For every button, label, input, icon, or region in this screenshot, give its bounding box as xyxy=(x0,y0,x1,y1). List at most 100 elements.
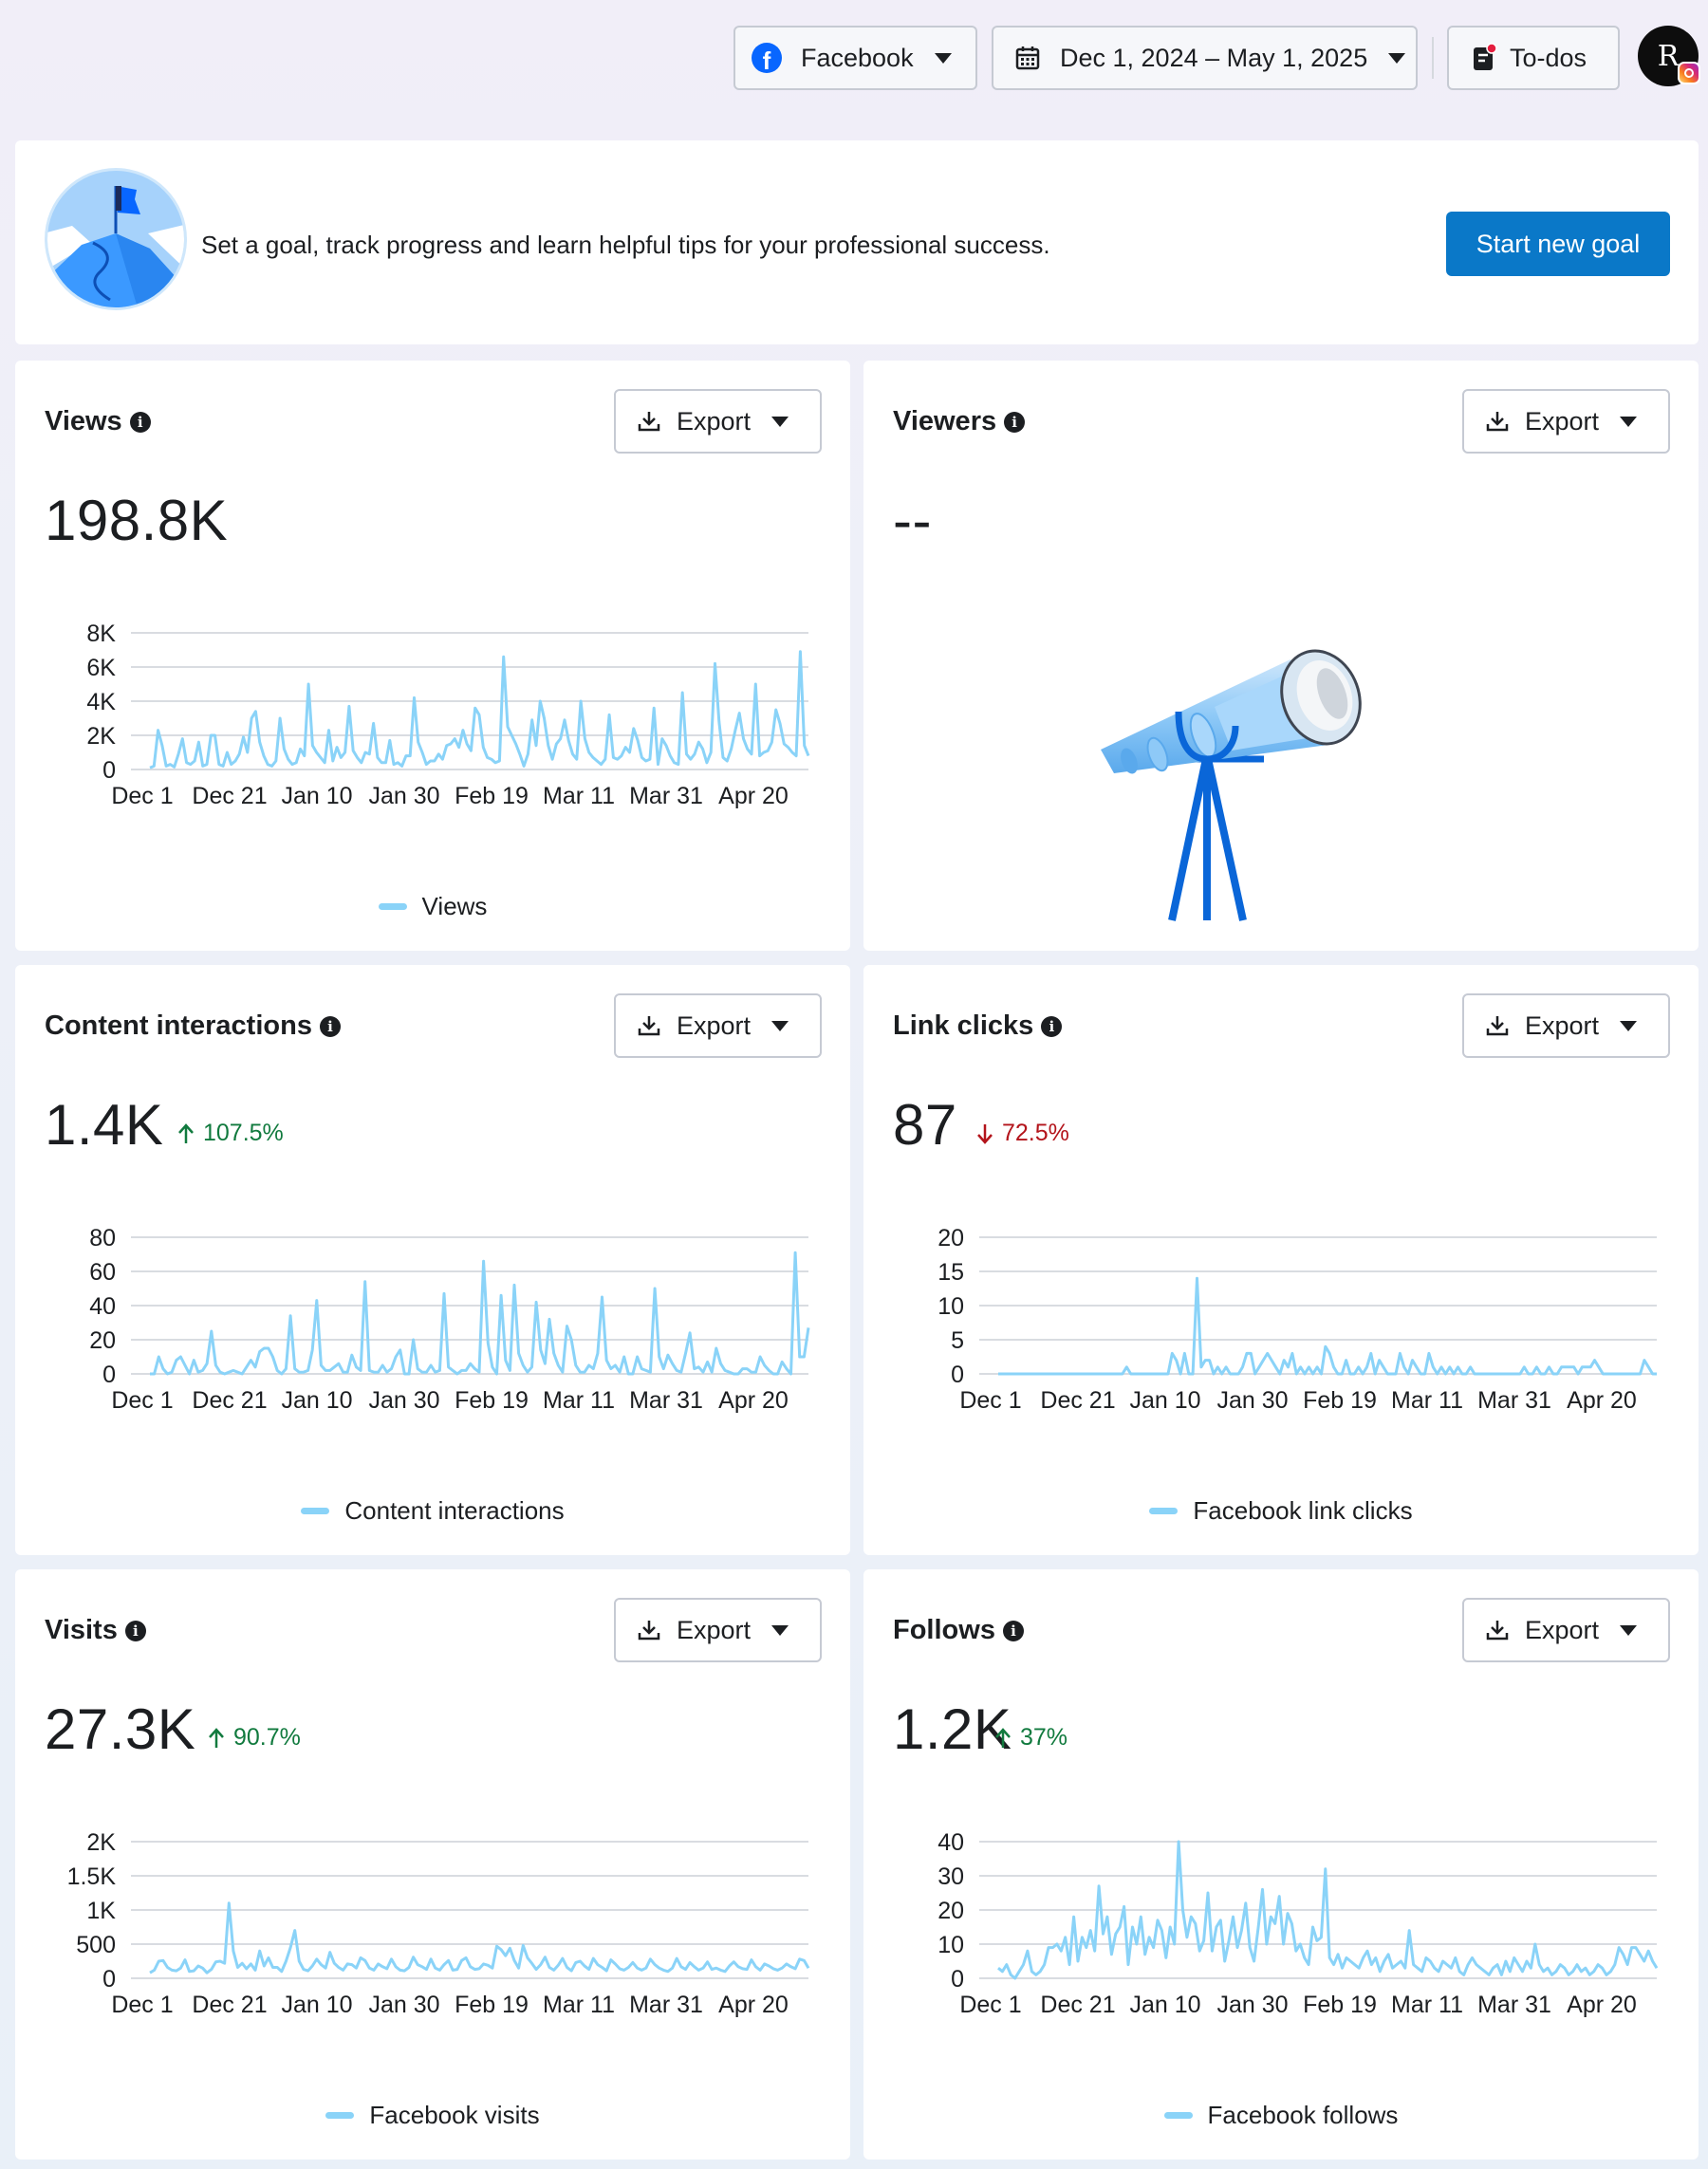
goal-description: Set a goal, track progress and learn hel… xyxy=(201,231,1050,259)
info-icon[interactable]: i xyxy=(1041,1015,1063,1037)
chart-legend: Content interactions xyxy=(15,1496,850,1526)
y-tick-label: 40 xyxy=(938,1829,964,1856)
download-icon xyxy=(638,1621,660,1641)
y-tick-label: 60 xyxy=(89,1259,116,1286)
x-tick-label: Dec 1 xyxy=(111,783,173,809)
x-tick-label: Mar 11 xyxy=(543,783,615,809)
x-tick-label: Apr 20 xyxy=(718,783,789,809)
series-line[interactable] xyxy=(998,1276,1657,1376)
info-icon[interactable]: i xyxy=(1004,411,1026,433)
export-button[interactable]: Export xyxy=(614,389,822,454)
y-tick-label: 10 xyxy=(938,1293,964,1320)
y-tick-label: 20 xyxy=(89,1327,116,1354)
todos-button[interactable]: To-dos xyxy=(1447,26,1620,90)
chart-legend: Facebook link clicks xyxy=(863,1496,1699,1526)
x-tick-label: Mar 11 xyxy=(1391,1387,1463,1414)
card-title-text: Viewers xyxy=(893,406,997,436)
chevron-down-icon xyxy=(1620,1020,1638,1031)
card-title-text: Follows xyxy=(893,1615,995,1645)
x-tick-label: Mar 31 xyxy=(629,1387,703,1414)
y-tick-label: 500 xyxy=(76,1932,116,1958)
series-line[interactable] xyxy=(150,1251,810,1376)
visits-title: Visits i xyxy=(45,1615,146,1646)
info-icon[interactable]: i xyxy=(124,1620,146,1641)
views-title: Views i xyxy=(45,406,151,437)
metric-value: 1.4K xyxy=(45,1093,164,1157)
x-tick-label: Dec 21 xyxy=(192,1992,267,2018)
export-label: Export xyxy=(1525,1010,1600,1040)
legend-swatch xyxy=(325,2112,355,2119)
series-line[interactable] xyxy=(997,1840,1659,1980)
follows-card: Follows i Export 1.2K 37% 0 10 20 30 40 Dec 1… xyxy=(863,1569,1699,2160)
x-tick-label: Feb 19 xyxy=(455,1387,529,1414)
x-tick-label: Apr 20 xyxy=(1567,1387,1637,1414)
y-tick-label: 0 xyxy=(102,1362,116,1388)
y-tick-label: 6K xyxy=(86,655,116,681)
x-tick-label: Mar 31 xyxy=(629,1992,703,2018)
x-tick-label: Mar 11 xyxy=(1391,1992,1463,2018)
goal-flag-mountain-illustration xyxy=(45,168,187,310)
export-button[interactable]: Export xyxy=(1462,993,1670,1058)
views-chart: 0 2K 4K 6K 8K Dec 1 Dec 21 Jan 10 Jan 30 Feb 19 Ma… xyxy=(86,621,810,809)
y-tick-label: 2K xyxy=(86,723,116,750)
date-range-dropdown[interactable]: Dec 1, 2024 – May 1, 2025 xyxy=(992,26,1418,90)
follows-title: Follows i xyxy=(893,1615,1024,1646)
visits-card: Visits i Export 27.3K 90.7% 0 500 1K 1.5K 2K… xyxy=(15,1569,850,2160)
facebook-icon: f xyxy=(752,43,782,73)
arrow-down-icon xyxy=(977,1123,993,1144)
y-tick-label: 0 xyxy=(951,1966,964,1993)
start-new-goal-button[interactable]: Start new goal xyxy=(1446,212,1670,276)
x-tick-label: Dec 1 xyxy=(111,1387,173,1414)
x-tick-label: Dec 21 xyxy=(192,783,267,809)
x-tick-label: Apr 20 xyxy=(718,1992,789,2018)
change-indicator: 90.7% xyxy=(207,1724,301,1752)
x-tick-label: Feb 19 xyxy=(1303,1992,1377,2018)
info-icon[interactable]: i xyxy=(319,1015,341,1037)
x-tick-label: Jan 10 xyxy=(281,783,352,809)
export-label: Export xyxy=(677,1010,752,1040)
series-line[interactable] xyxy=(149,650,810,769)
chevron-down-icon xyxy=(771,1020,789,1031)
x-tick-label: Dec 21 xyxy=(1040,1387,1115,1414)
export-button[interactable]: Export xyxy=(1462,389,1670,454)
avatar[interactable]: R xyxy=(1638,26,1700,86)
export-button[interactable]: Export xyxy=(614,993,822,1058)
info-icon[interactable]: i xyxy=(1002,1620,1024,1641)
card-title-text: Link clicks xyxy=(893,1010,1034,1041)
export-button[interactable]: Export xyxy=(1462,1598,1670,1662)
chevron-down-icon xyxy=(1388,52,1406,64)
arrow-up-icon xyxy=(995,1727,1011,1748)
metric-value: 1.2K xyxy=(893,1697,1012,1761)
legend-label: Facebook visits xyxy=(369,2101,540,2129)
y-tick-label: 30 xyxy=(938,1863,964,1890)
legend-swatch xyxy=(1149,1508,1179,1514)
y-tick-label: 20 xyxy=(938,1898,964,1924)
x-tick-label: Mar 31 xyxy=(1477,1387,1551,1414)
x-tick-label: Jan 10 xyxy=(281,1387,352,1414)
y-tick-label: 0 xyxy=(951,1362,964,1388)
platform-dropdown[interactable]: f Facebook xyxy=(733,26,977,90)
x-tick-label: Mar 31 xyxy=(629,783,703,809)
legend-swatch xyxy=(1163,2112,1193,2119)
calendar-icon xyxy=(1015,46,1040,70)
y-tick-label: 2K xyxy=(86,1829,116,1856)
x-tick-label: Jan 10 xyxy=(281,1992,352,2018)
top-bar: f Facebook Dec 1, 2024 – May 1, 2025 To-… xyxy=(0,26,1708,90)
chevron-down-icon xyxy=(771,1624,789,1636)
card-title-text: Visits xyxy=(45,1615,118,1645)
legend-swatch xyxy=(301,1508,330,1514)
x-tick-label: Dec 21 xyxy=(192,1387,267,1414)
x-tick-label: Jan 30 xyxy=(1216,1387,1288,1414)
change-value: 90.7% xyxy=(233,1724,301,1751)
chevron-down-icon xyxy=(1620,416,1638,427)
info-icon[interactable]: i xyxy=(129,411,151,433)
export-button[interactable]: Export xyxy=(614,1598,822,1662)
download-icon xyxy=(1486,1016,1509,1036)
link-clicks-card: Link clicks i Export 87 72.5% 0 5 10 15 20 De… xyxy=(863,965,1699,1555)
series-line[interactable] xyxy=(149,1901,810,1974)
x-tick-label: Mar 11 xyxy=(543,1992,615,2018)
avatar-letter: R xyxy=(1657,39,1680,73)
legend-label: Content interactions xyxy=(344,1496,565,1525)
card-title-text: Views xyxy=(45,406,122,436)
x-tick-label: Feb 19 xyxy=(455,1992,529,2018)
